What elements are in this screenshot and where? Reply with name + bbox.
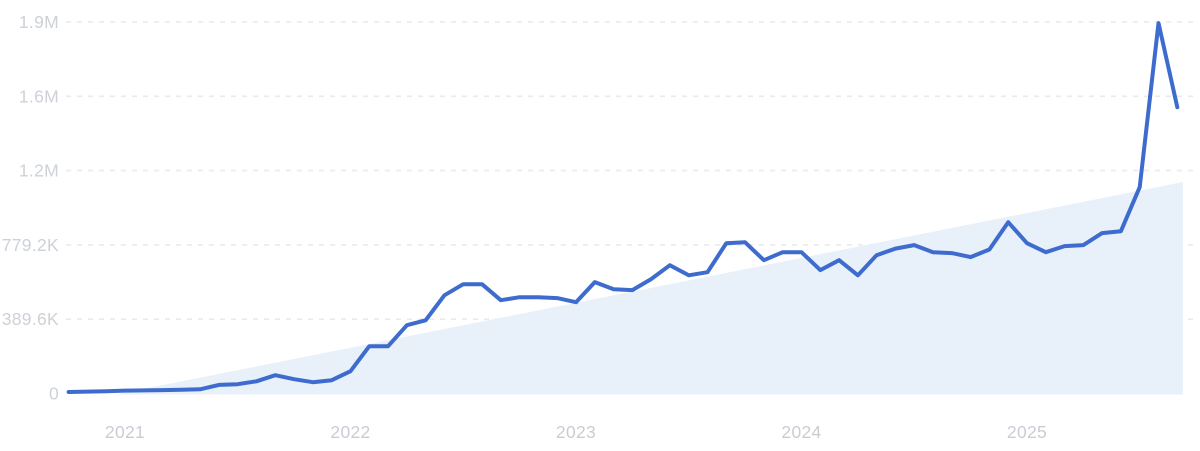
series-line bbox=[66, 21, 1180, 394]
y-axis-tick-label: 389.6K bbox=[2, 309, 59, 329]
y-axis-tick-label: 779.2K bbox=[2, 235, 59, 255]
trend-area bbox=[115, 182, 1183, 395]
x-axis-year-label: 2025 bbox=[1007, 422, 1047, 442]
x-axis-year-label: 2024 bbox=[781, 422, 821, 442]
x-axis-year-label: 2022 bbox=[330, 422, 370, 442]
y-axis-tick-label: 0 bbox=[49, 384, 59, 404]
y-axis-tick-label: 1.2M bbox=[19, 161, 59, 181]
y-axis-tick-label: 1.9M bbox=[19, 12, 59, 32]
x-axis-year-label: 2021 bbox=[105, 422, 145, 442]
y-axis-tick-label: 1.6M bbox=[19, 86, 59, 106]
x-axis-year-label: 2023 bbox=[556, 422, 596, 442]
